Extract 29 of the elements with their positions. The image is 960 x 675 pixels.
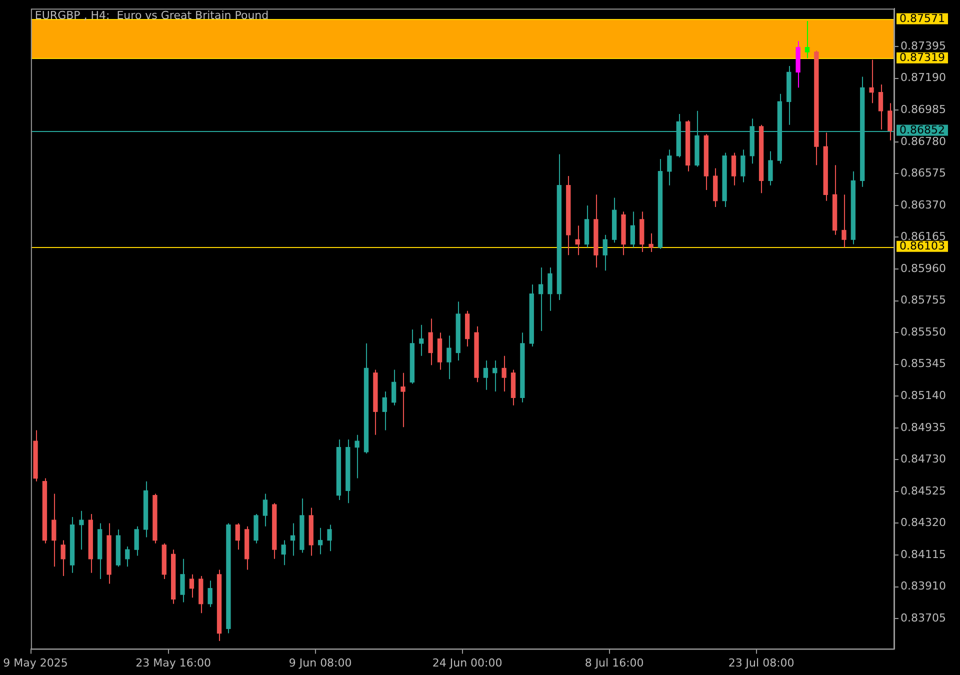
x-tick-label: 23 Jul 08:00 (728, 656, 794, 670)
x-tick-label: 9 Jun 08:00 (288, 656, 352, 670)
y-tick-label: 0.84525 (900, 484, 946, 498)
x-tick-label: 23 May 16:00 (136, 656, 212, 670)
y-tick-label: 0.86370 (900, 198, 946, 212)
y-tick-label: 0.83910 (900, 580, 946, 593)
y-tick-label: 0.86985 (900, 102, 946, 116)
y-tick-label: 0.86575 (900, 166, 946, 180)
y-tick-label: 0.85140 (900, 388, 946, 402)
y-tick-label: 0.84320 (900, 516, 946, 530)
y-tick-label: 0.84115 (900, 548, 946, 561)
y-tick-label: 0.87190 (900, 71, 946, 84)
y-tick-label: 0.85755 (900, 294, 946, 307)
ref-line-label: 0.86852 (900, 124, 946, 137)
y-tick-label: 0.86780 (900, 134, 946, 148)
ref-line-label: 0.87319 (900, 51, 946, 64)
y-tick-label: 0.84730 (900, 452, 946, 466)
ref-line-label: 0.86103 (900, 240, 946, 253)
ref-line-label: 0.87571 (900, 12, 946, 26)
y-tick-label: 0.83705 (900, 611, 946, 624)
x-tick-label: 9 May 2025 (3, 656, 68, 670)
y-tick-label: 0.85960 (900, 262, 946, 275)
y-tick-label: 0.85345 (900, 357, 946, 370)
y-tick-label: 0.85550 (900, 325, 946, 338)
y-tick-label: 0.87395 (900, 39, 946, 52)
x-tick-label: 8 Jul 16:00 (584, 656, 644, 670)
x-tick-label: 24 Jun 00:00 (432, 656, 502, 670)
annotation: EURGBP , H4: Euro vs Great Britain Pound (34, 8, 269, 22)
y-tick-label: 0.84935 (900, 420, 946, 434)
